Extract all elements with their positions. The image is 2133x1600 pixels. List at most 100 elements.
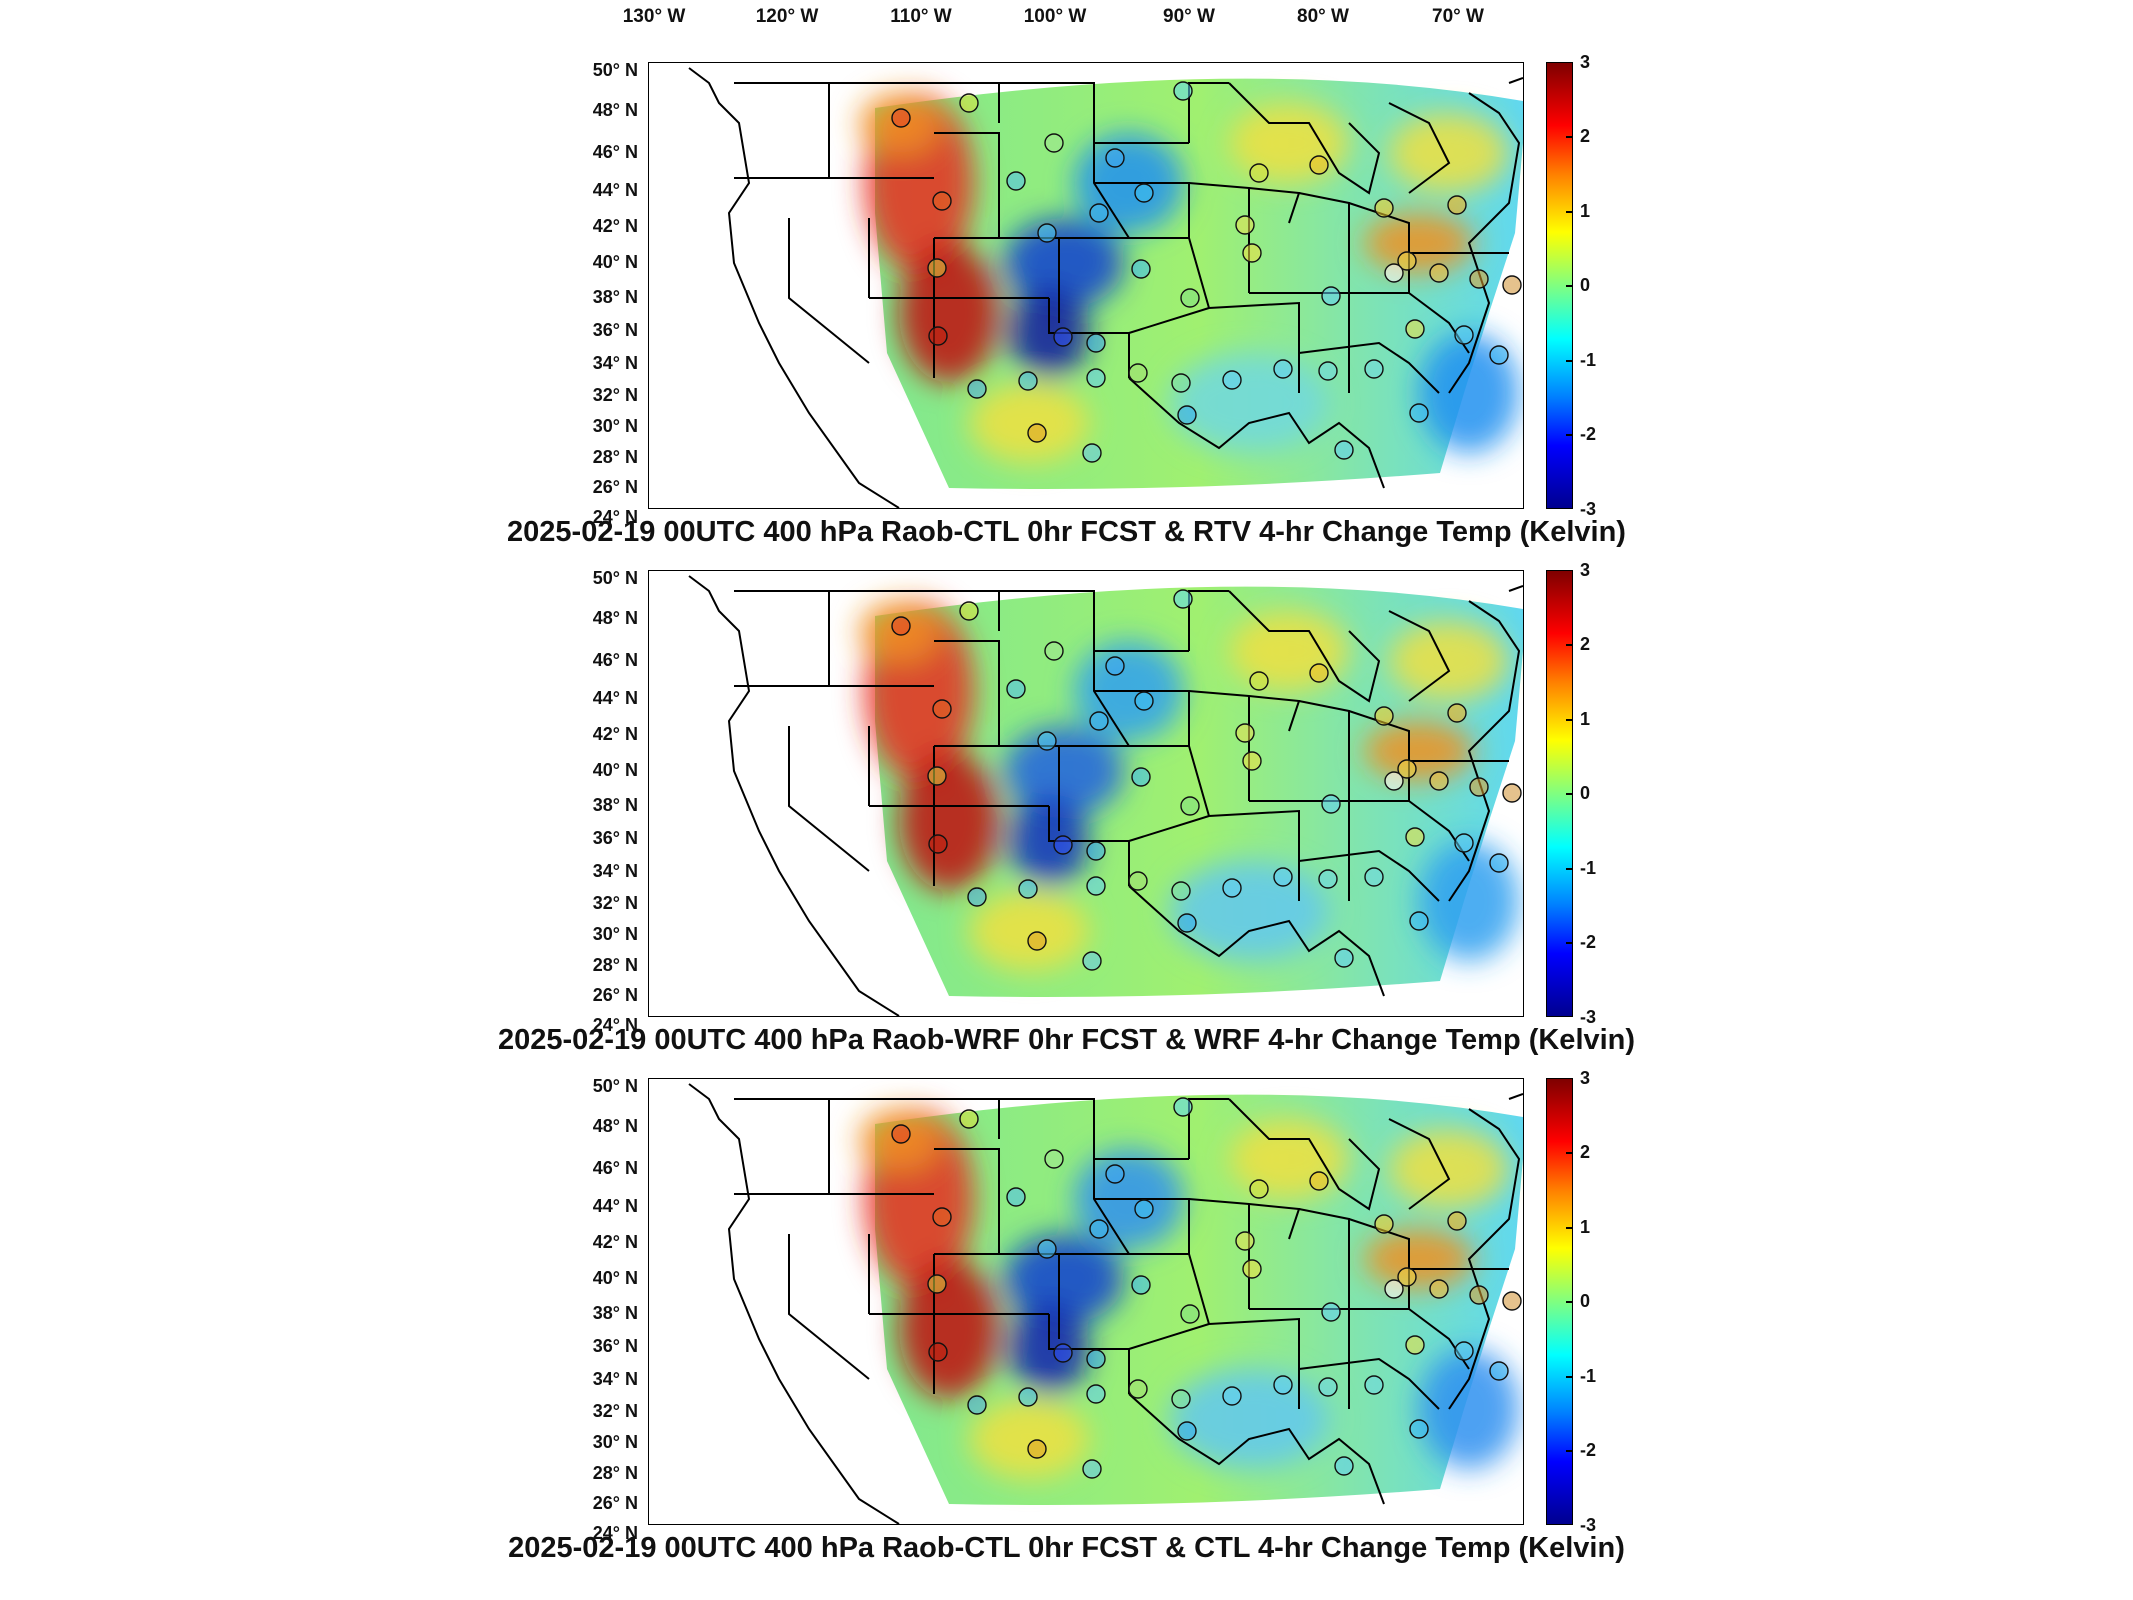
- raob-station-marker: [1454, 833, 1474, 853]
- raob-station-marker: [1235, 1231, 1255, 1251]
- colorbar-tick-mark: [1566, 644, 1573, 646]
- lon-label: 100° W: [1023, 6, 1087, 27]
- raob-station-marker: [1334, 1456, 1354, 1476]
- raob-station-marker: [1321, 1302, 1341, 1322]
- lat-label: 36° N: [592, 1336, 638, 1356]
- raob-station-marker: [1134, 691, 1154, 711]
- panel-title: 2025-02-19 00UTC 400 hPa Raob-CTL 0hr FC…: [507, 516, 1626, 548]
- raob-station-marker: [927, 258, 947, 278]
- map-panel-2: 50° N 48° N 46° N 44° N 42° N 40° N 38° N 36° N…: [0, 560, 2133, 1076]
- raob-station-marker: [1489, 853, 1509, 873]
- raob-station-marker: [932, 1207, 952, 1227]
- raob-station-marker: [1171, 881, 1191, 901]
- colorbar-tick-label: 2: [1580, 126, 1591, 146]
- raob-station-marker: [1177, 1421, 1197, 1441]
- raob-station-marker: [1044, 133, 1064, 153]
- lat-label: 50° N: [592, 60, 638, 80]
- colorbar-tick-mark: [1566, 360, 1573, 362]
- raob-station-marker: [967, 887, 987, 907]
- raob-station-marker: [959, 1109, 979, 1129]
- raob-station-marker: [1053, 1343, 1073, 1363]
- lat-label: 32° N: [592, 893, 638, 913]
- raob-station-marker: [1321, 794, 1341, 814]
- raob-station-marker: [1171, 373, 1191, 393]
- lat-label: 36° N: [592, 320, 638, 340]
- colorbar-tick-label: -3: [1580, 1007, 1597, 1027]
- lat-label: 48° N: [592, 100, 638, 120]
- raob-station-marker: [1128, 1379, 1148, 1399]
- lat-label: 46° N: [592, 650, 638, 670]
- lat-label: 34° N: [592, 861, 638, 881]
- raob-station-marker: [1235, 723, 1255, 743]
- raob-station-marker: [1454, 1341, 1474, 1361]
- raob-station-marker: [1006, 1187, 1026, 1207]
- raob-station-marker: [1409, 1419, 1429, 1439]
- raob-station-marker: [1235, 215, 1255, 235]
- raob-station-marker: [1374, 198, 1394, 218]
- raob-station-marker: [967, 379, 987, 399]
- raob-station-marker: [1086, 1384, 1106, 1404]
- raob-station-marker: [1249, 163, 1269, 183]
- raob-station-marker: [1222, 370, 1242, 390]
- raob-station-marker: [1429, 771, 1449, 791]
- raob-station-marker: [1469, 1285, 1489, 1305]
- raob-station-marker: [1409, 911, 1429, 931]
- lat-label: 38° N: [592, 1303, 638, 1323]
- raob-station-marker: [1334, 948, 1354, 968]
- lat-label: 34° N: [592, 1369, 638, 1389]
- raob-station-marker: [1177, 405, 1197, 425]
- panel-title: 2025-02-19 00UTC 400 hPa Raob-WRF 0hr FC…: [497, 1024, 1636, 1056]
- lat-label: 42° N: [592, 216, 638, 236]
- raob-station-marker: [932, 699, 952, 719]
- lon-label: 130° W: [622, 6, 686, 27]
- map-panel-3: 50° N 48° N 46° N 44° N 42° N 40° N 38° N 36° N…: [0, 1068, 2133, 1584]
- lat-label: 24° N: [592, 507, 638, 527]
- colorbar-tick-mark: [1566, 1227, 1573, 1229]
- colorbar-tick-label: 3: [1580, 52, 1591, 72]
- lat-label: 24° N: [592, 1015, 638, 1035]
- raob-stations: [891, 589, 1522, 971]
- raob-stations: [891, 81, 1522, 463]
- lat-label: 36° N: [592, 828, 638, 848]
- lat-label: 50° N: [592, 568, 638, 588]
- colorbar-tick-label: -1: [1580, 350, 1597, 370]
- lat-label: 34° N: [592, 353, 638, 373]
- lat-label: 44° N: [592, 180, 638, 200]
- raob-station-marker: [1318, 1377, 1338, 1397]
- lat-label: 28° N: [592, 447, 638, 467]
- raob-station-marker: [1469, 777, 1489, 797]
- raob-station-marker: [932, 191, 952, 211]
- raob-station-marker: [1384, 263, 1404, 283]
- raob-station-marker: [1006, 679, 1026, 699]
- lat-label: 42° N: [592, 724, 638, 744]
- raob-station-marker: [1397, 251, 1417, 271]
- raob-stations: [891, 1097, 1522, 1479]
- raob-station-marker: [1454, 325, 1474, 345]
- raob-station-marker: [891, 108, 911, 128]
- raob-station-marker: [1018, 1387, 1038, 1407]
- raob-station-marker: [1447, 195, 1467, 215]
- colorbar-tick-mark: [1566, 868, 1573, 870]
- raob-station-marker: [1173, 589, 1193, 609]
- longitude-axis: 130° W 120° W 110° W 100° W 90° W 80° W …: [0, 0, 2133, 50]
- raob-station-marker: [1086, 368, 1106, 388]
- colorbar-tick-label: 3: [1580, 560, 1591, 580]
- raob-station-marker: [1502, 783, 1522, 803]
- colorbar-tick-label: -1: [1580, 1366, 1597, 1386]
- raob-station-marker: [1027, 931, 1047, 951]
- raob-station-marker: [1134, 183, 1154, 203]
- raob-station-marker: [967, 1395, 987, 1415]
- raob-station-marker: [1006, 171, 1026, 191]
- raob-station-marker: [1447, 1211, 1467, 1231]
- lat-label: 40° N: [592, 252, 638, 272]
- lat-label: 42° N: [592, 1232, 638, 1252]
- raob-station-marker: [1180, 1304, 1200, 1324]
- lat-label: 38° N: [592, 795, 638, 815]
- raob-station-marker: [1105, 656, 1125, 676]
- colorbar-tick-label: 0: [1580, 783, 1591, 803]
- colorbar-tick-mark: [1566, 793, 1573, 795]
- colorbar-tick-mark: [1566, 1376, 1573, 1378]
- lon-label: 110° W: [890, 6, 952, 27]
- raob-station-marker: [1364, 1375, 1384, 1395]
- raob-station-marker: [1018, 879, 1038, 899]
